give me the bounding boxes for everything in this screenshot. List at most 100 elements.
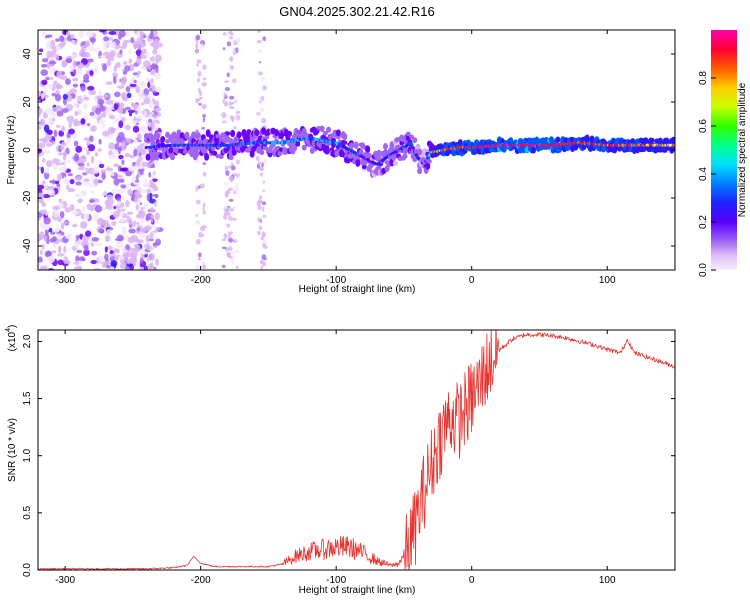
spectrogram-cell [68,120,73,129]
spectrogram-cell [146,193,150,202]
spectrogram-cell [342,140,348,145]
spectrogram-cell [118,178,125,183]
spectrogram-cell [259,195,263,200]
spectrogram-cell [140,210,146,217]
spectrogram-cell [124,124,131,131]
spectrogram-cell [136,118,141,122]
colorbar-label: Normalized spectral amplitude [737,82,748,217]
spectrogram-cell [71,224,78,228]
spectrogram-cell [150,70,154,75]
spectrogram-cell [111,220,117,226]
spectrogram-cell [125,199,130,208]
spectrogram-cell [221,264,226,269]
spectrogram-cell [49,76,54,81]
spectrogram-x-tick-label: -200 [191,275,211,286]
spectrogram-cell [102,94,110,99]
spectrogram-cell [108,115,116,120]
spectrogram-cell [151,178,158,182]
spectrogram-cell [100,169,107,174]
spectrogram-cell [136,133,142,140]
spectrogram-cell [125,266,131,270]
spectrogram-cell [138,210,142,214]
spectrogram-cell [113,163,119,168]
spectrogram-cell [93,95,98,102]
spectrogram-cell [233,185,240,192]
spectrogram-cell [195,98,200,104]
spectrogram-cell [38,184,45,190]
spectrogram-cell [202,116,206,123]
spectrogram-cell [46,39,52,48]
spectrogram-cell [82,172,88,176]
spectrogram-cell [287,130,293,137]
spectrogram-cell [116,107,123,113]
spectrogram-cell [38,192,44,198]
spectrogram-cell [148,113,153,120]
spectrogram-cell [73,261,80,266]
spectrogram-cell [126,39,132,43]
spectrogram-cell [555,136,561,143]
spectrogram-cell [236,173,240,178]
spectrogram-cell [116,174,123,178]
spectrogram-cell [80,189,88,197]
spectrogram-cell [135,86,140,92]
colorbar-tick-label: 0.8 [698,71,709,85]
spectrogram-cell [261,254,267,261]
spectrogram-cell [38,48,44,53]
spectrogram-cell [147,81,151,89]
spectrogram-cell [224,204,228,210]
spectrogram-cell [347,153,353,159]
spectrogram-cell [133,103,139,109]
spectrogram-cell [57,259,64,266]
spectrogram-cell [91,236,100,242]
spectrogram-cell [136,73,140,78]
spectrogram-cell [78,256,86,261]
spectrogram-cell [235,265,239,270]
spectrogram-cell [86,162,90,167]
spectrogram-cell [56,183,61,187]
spectrogram-cell [405,131,411,137]
spectrogram-cell [69,203,75,211]
spectrogram-cell [324,145,330,153]
spectrogram-cell [41,243,45,250]
spectrogram-cell [83,249,90,257]
spectrogram-cell [201,104,207,110]
spectrogram-cell [125,138,132,143]
spectrogram-cell [135,203,140,211]
spectrogram-cell [103,36,109,42]
spectrogram-cell [91,242,95,247]
snr-y-tick-label: 1.5 [22,391,33,405]
spectrogram-cell [121,196,126,201]
spectrogram-cell [335,129,341,137]
spectrogram-cell [69,88,78,94]
spectrogram-cell [226,41,232,47]
spectrogram-cell [122,70,128,75]
spectrogram-cell [47,189,56,196]
spectrogram-cell [77,198,83,204]
spectrogram-cell [231,165,236,171]
spectrogram-x-label: Height of straight line (km) [299,284,416,295]
spectrogram-cell [128,263,135,270]
spectrogram-cell [86,149,91,156]
spectrogram-cell [154,107,160,112]
spectrogram-cell [201,81,207,87]
spectrogram-cell [257,49,263,54]
spectrogram-cell [56,70,63,79]
spectrogram-cell [101,123,106,128]
spectrogram-cell [149,207,155,213]
spectrogram-cell [63,256,69,265]
spectrogram-cell [256,112,260,116]
spectrogram-cell [105,228,112,237]
spectrogram-cell [45,133,53,141]
spectrogram-cell [184,134,190,140]
spectrogram-cell [425,156,430,160]
spectrogram-cell [86,203,93,210]
spectrogram-cell [45,76,50,81]
spectrogram-cell [119,167,127,172]
spectrogram-cell [38,107,43,115]
spectrogram-cell [195,264,200,270]
spectrogram-cell [85,167,90,175]
spectrogram-cell [202,162,207,166]
spectrogram-x-tick-label: 100 [599,275,616,286]
spectrogram-cell [49,231,56,235]
